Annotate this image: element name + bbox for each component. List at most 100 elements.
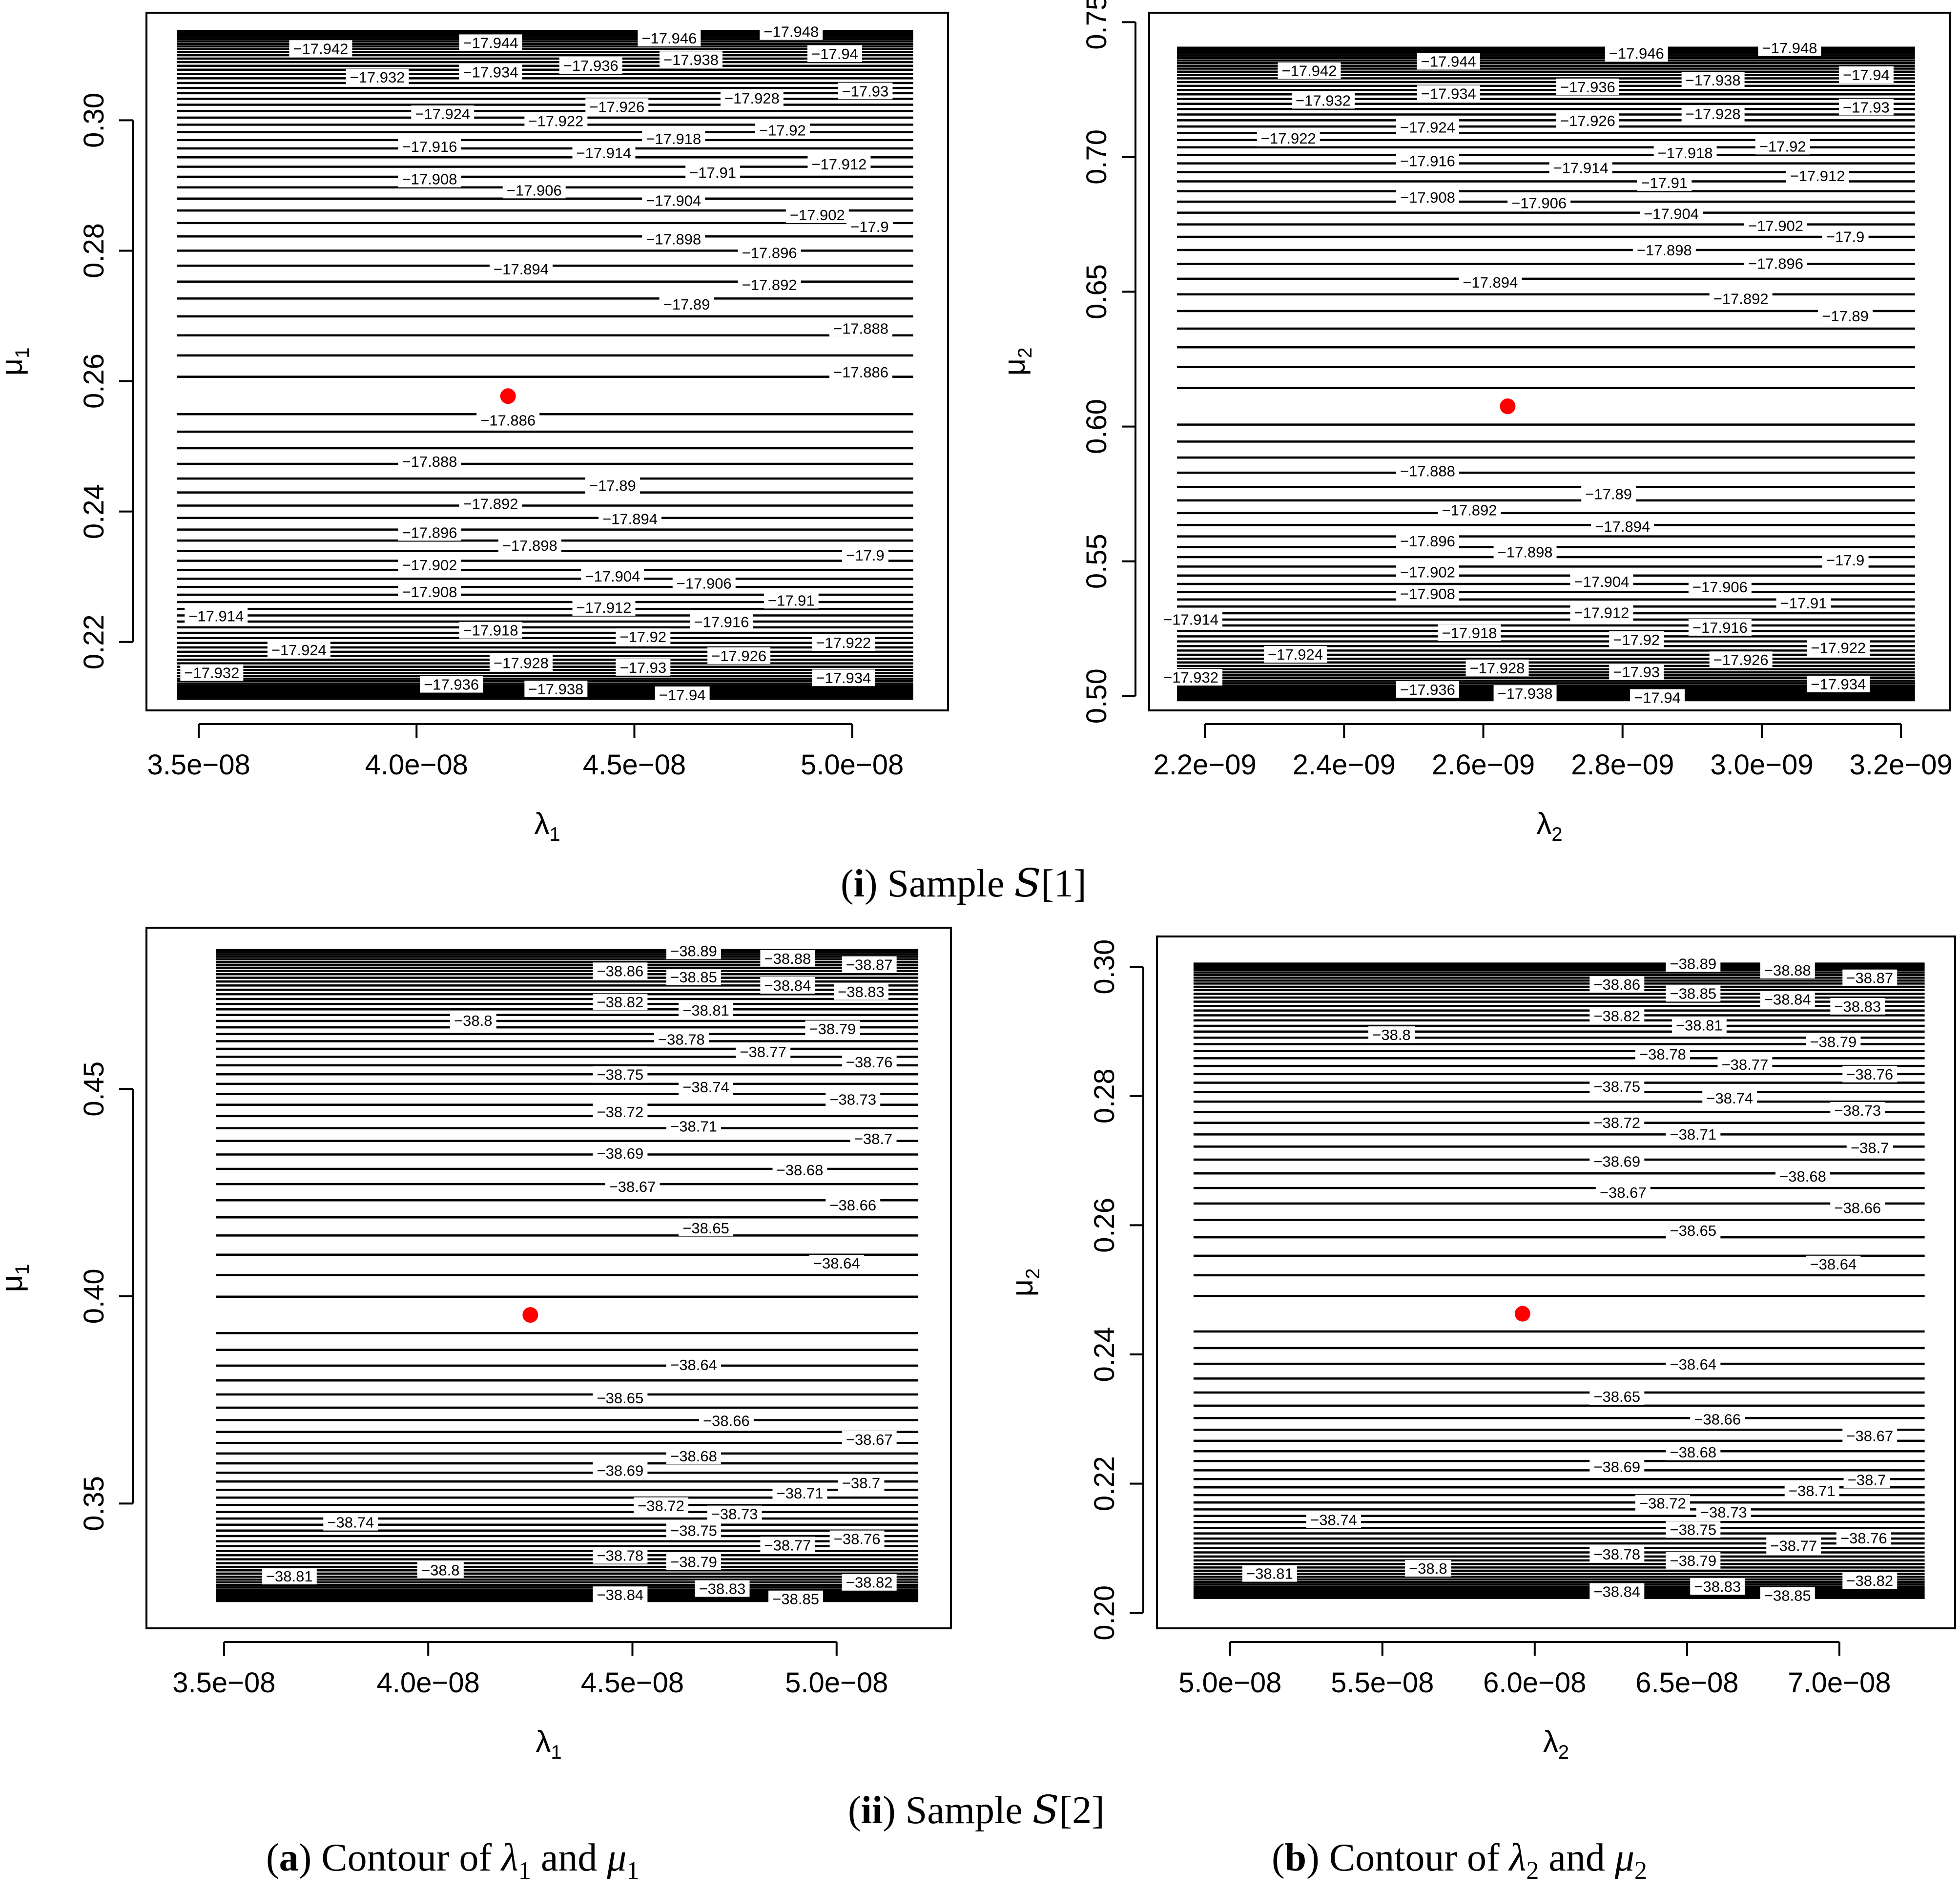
x-tick-label: 2.8e−09 xyxy=(1571,749,1674,781)
contour-label-bg xyxy=(1396,681,1459,698)
contour-label-bg xyxy=(755,122,810,139)
contour-label: −17.916 xyxy=(402,138,457,155)
y-axis-label: μ2 xyxy=(998,348,1036,376)
contour-label: −38.67 xyxy=(846,1431,893,1448)
contour-label: −17.894 xyxy=(1463,274,1518,291)
caption-sample-1: (i) Sample S[1] xyxy=(841,860,1087,906)
x-axis-label-subscript: 2 xyxy=(1558,1742,1569,1763)
y-axis-label: μ1 xyxy=(0,348,33,376)
contour-label: −38.68 xyxy=(1670,1444,1716,1461)
contour-label-bg xyxy=(1760,1587,1815,1604)
contour-label-bg xyxy=(642,192,705,209)
contour-label: −17.91 xyxy=(1780,595,1827,612)
contour-label-bg xyxy=(262,1568,317,1585)
contour-label: −38.72 xyxy=(638,1497,684,1515)
contour-label: −38.71 xyxy=(1670,1126,1716,1143)
contour-label: −17.926 xyxy=(1713,651,1769,668)
contour-label-bg xyxy=(642,230,705,248)
x-tick-label: 4.5e−08 xyxy=(583,749,686,781)
y-tick-label: 0.26 xyxy=(1089,1198,1120,1253)
contour-label-bg xyxy=(459,63,522,81)
contour-label: −17.89 xyxy=(663,296,710,313)
contour-label-bg xyxy=(1688,619,1752,636)
contour-label: −38.81 xyxy=(1676,1017,1723,1034)
contour-label: −17.888 xyxy=(402,453,457,470)
contour-label: −17.93 xyxy=(1613,664,1660,681)
contour-label-bg xyxy=(1666,1443,1721,1460)
contour-label: −38.79 xyxy=(670,1553,717,1570)
mle-point xyxy=(500,388,516,404)
contour-label: −17.908 xyxy=(1400,585,1455,603)
x-axis-label: λ1 xyxy=(534,807,560,845)
contour-label-bg xyxy=(1556,78,1619,95)
contour-label-bg xyxy=(1605,44,1668,62)
contour-label-bg xyxy=(1635,1495,1690,1512)
contour-label-bg xyxy=(846,218,893,235)
contour-label-bg xyxy=(1807,639,1870,656)
y-axis-label: μ1 xyxy=(0,1264,33,1292)
contour-label: −38.7 xyxy=(1848,1472,1886,1489)
contour-label-bg xyxy=(1493,543,1557,561)
contour-label: −38.67 xyxy=(1846,1428,1893,1445)
contour-label: −17.904 xyxy=(646,192,701,209)
caption-contour-b: (b) Contour of λ2 and μ2 xyxy=(1272,1836,1647,1885)
y-axis-label-subscript: 2 xyxy=(1022,1268,1044,1279)
contour-label-bg xyxy=(1776,595,1831,612)
contour-label-bg xyxy=(720,89,784,106)
contour-label: −38.66 xyxy=(703,1413,750,1430)
contour-label-bg xyxy=(1589,1007,1645,1024)
contour-label-bg xyxy=(763,592,819,609)
contour-label-bg xyxy=(842,1054,897,1071)
contour-label: −17.92 xyxy=(759,122,806,139)
x-tick-label: 5.5e−08 xyxy=(1331,1667,1434,1699)
contour-label: −17.896 xyxy=(1400,533,1455,550)
contour-label: −38.64 xyxy=(1810,1256,1857,1273)
contour-label-bg xyxy=(736,1043,791,1060)
x-tick-label: 2.4e−09 xyxy=(1293,749,1396,781)
contour-label: −17.894 xyxy=(602,510,658,527)
contour-label: −17.936 xyxy=(1560,79,1615,96)
contour-label: −38.65 xyxy=(1593,1388,1640,1405)
y-tick-label: 0.22 xyxy=(1089,1456,1120,1511)
x-tick-label: 6.0e−08 xyxy=(1483,1667,1586,1699)
contour-label-bg xyxy=(666,1356,721,1373)
y-tick-label: 0.50 xyxy=(1081,668,1113,724)
contour-label-bg xyxy=(638,30,701,47)
contour-label: −17.89 xyxy=(1822,308,1869,325)
contour-label: −17.906 xyxy=(1511,194,1567,211)
contour-label-bg xyxy=(450,1012,496,1029)
contour-label-bg xyxy=(825,1091,881,1108)
y-tick-label: 0.22 xyxy=(78,614,110,669)
contour-label-bg xyxy=(842,547,888,564)
contour-label: −38.83 xyxy=(838,983,885,1000)
contour-label: −17.922 xyxy=(528,113,583,130)
contour-label-bg xyxy=(1589,1388,1645,1405)
contour-label: −17.92 xyxy=(1613,631,1660,648)
contour-label: −38.88 xyxy=(764,950,811,967)
contour-label: −38.68 xyxy=(1779,1168,1826,1185)
contour-label-bg xyxy=(772,1161,827,1178)
contour-label-bg xyxy=(585,98,649,115)
contour-label-bg xyxy=(398,453,461,470)
contour-label: −17.892 xyxy=(463,496,518,513)
contour-label-bg xyxy=(1842,969,1898,986)
contour-label-bg xyxy=(838,1474,885,1491)
contour-label: −38.71 xyxy=(777,1485,824,1502)
contour-label-bg xyxy=(738,276,801,293)
contour-label: −17.918 xyxy=(1658,145,1713,162)
y-tick-label: 0.20 xyxy=(1089,1585,1120,1641)
contour-label-bg xyxy=(1589,1078,1645,1095)
contour-label-bg xyxy=(1635,1045,1690,1062)
contour-label: −38.85 xyxy=(1764,1587,1811,1604)
contour-label: −17.914 xyxy=(1163,611,1218,628)
contour-label-bg xyxy=(1786,167,1849,185)
contour-label-bg xyxy=(659,295,714,312)
mle-point xyxy=(1500,398,1516,415)
contour-label-bg xyxy=(1666,985,1721,1002)
contour-label-bg xyxy=(585,477,640,494)
contour-label: −17.92 xyxy=(1759,138,1806,155)
contour-label-bg xyxy=(1589,1114,1645,1131)
contour-label-bg xyxy=(1846,1139,1893,1156)
contour-label-bg xyxy=(559,57,622,74)
contour-label-bg xyxy=(1591,518,1654,535)
